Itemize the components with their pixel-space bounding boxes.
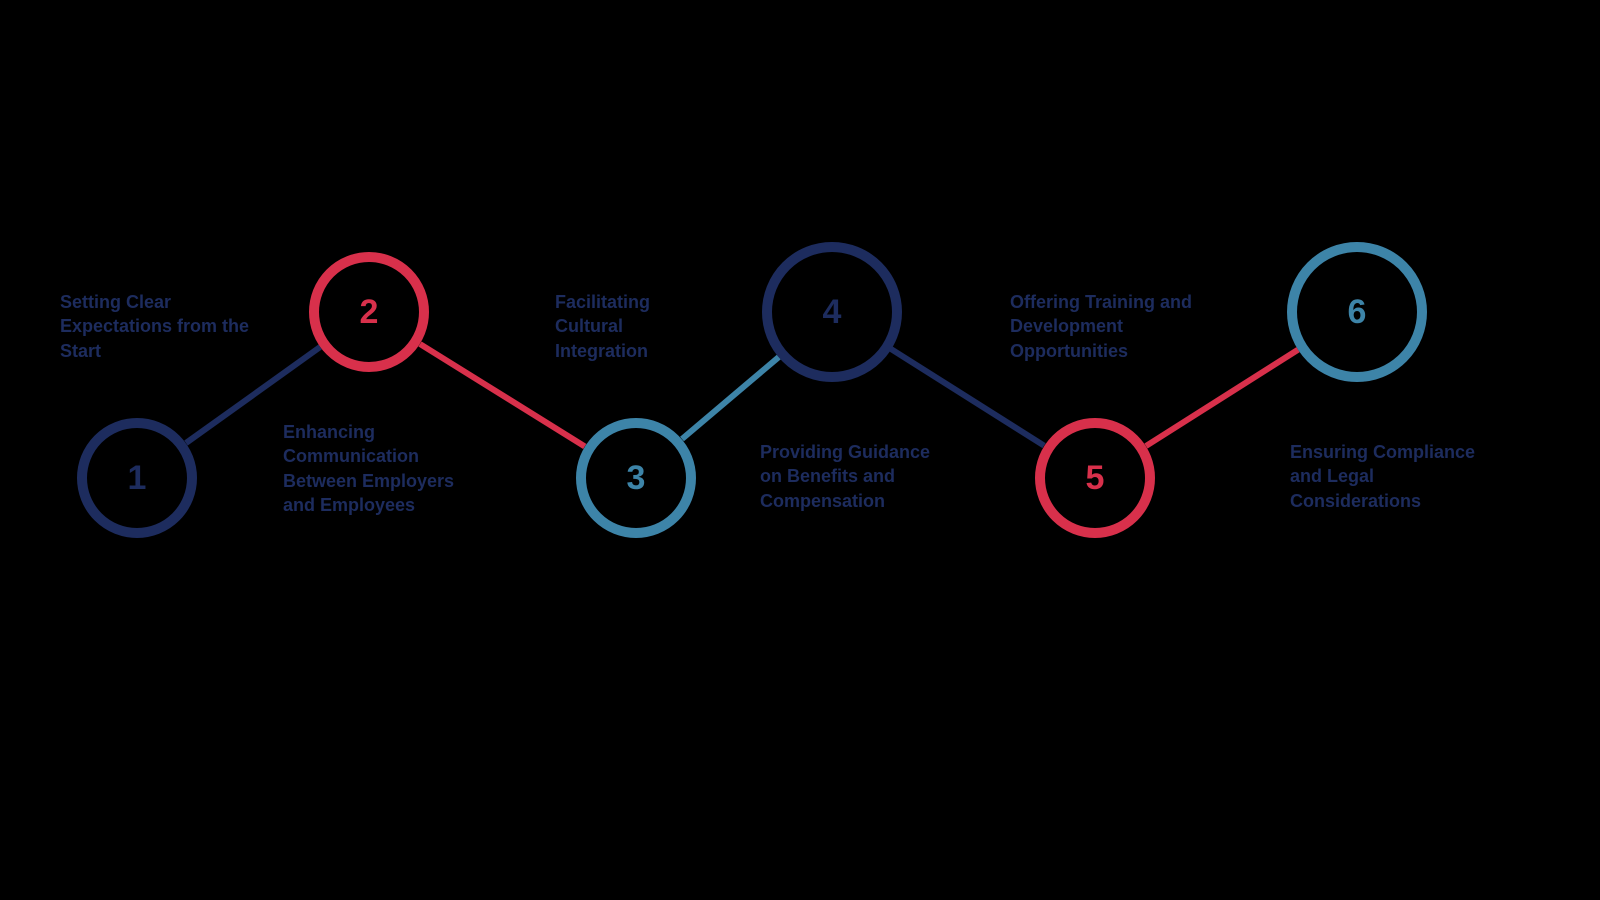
- step-node-4: 4: [762, 242, 902, 382]
- step-label-3: Facilitating Cultural Integration: [555, 290, 715, 363]
- step-number-1: 1: [128, 459, 147, 498]
- step-node-3: 3: [576, 418, 696, 538]
- step-node-6: 6: [1287, 242, 1427, 382]
- step-number-3: 3: [627, 459, 646, 498]
- step-label-2: Enhancing Communication Between Employer…: [283, 420, 483, 517]
- diagram-canvas: 1 2 3 4 5 6 Setting Clear Expectations from th…: [0, 0, 1600, 900]
- step-number-5: 5: [1086, 459, 1105, 498]
- step-node-1: 1: [77, 418, 197, 538]
- step-number-6: 6: [1348, 293, 1367, 332]
- step-label-6: Ensuring Compliance and Legal Considerat…: [1290, 440, 1480, 513]
- step-label-4: Providing Guidance on Benefits and Compe…: [760, 440, 950, 513]
- step-number-4: 4: [823, 293, 842, 332]
- step-number-2: 2: [360, 293, 379, 332]
- connector-3-4: [680, 355, 781, 442]
- step-label-5: Offering Training and Development Opport…: [1010, 290, 1220, 363]
- step-node-5: 5: [1035, 418, 1155, 538]
- step-label-1: Setting Clear Expectations from the Star…: [60, 290, 250, 363]
- step-node-2: 2: [309, 252, 429, 372]
